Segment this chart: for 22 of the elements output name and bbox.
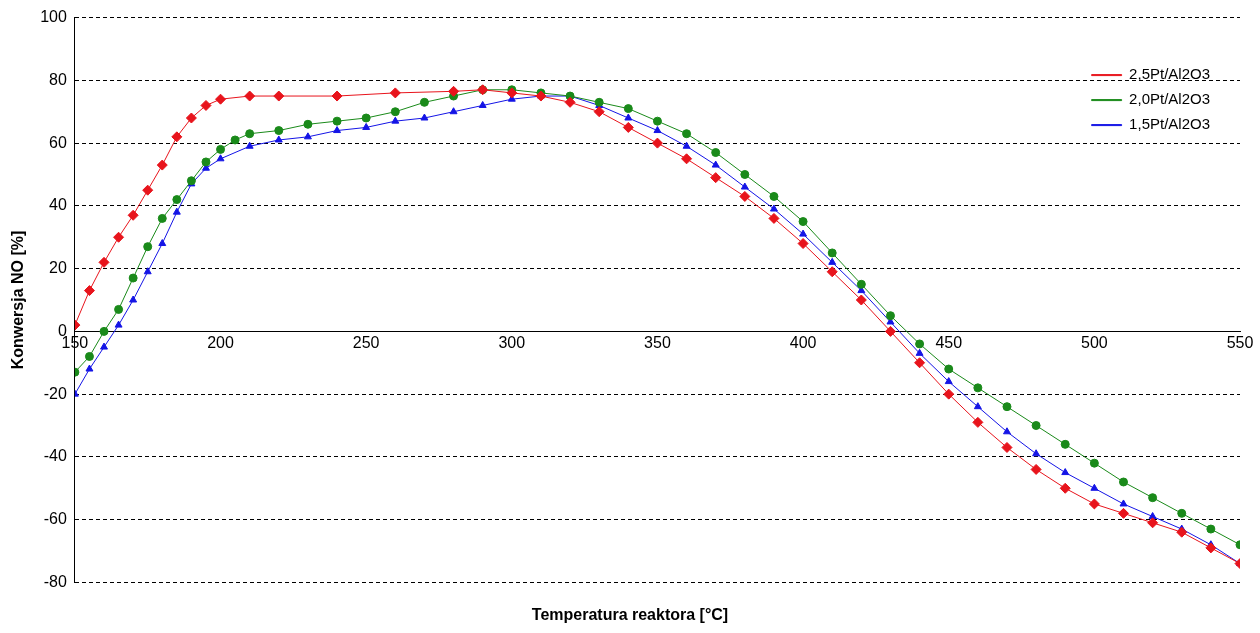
y-tick-label: 60 — [49, 133, 67, 151]
x-tick-label: 500 — [1081, 334, 1108, 352]
x-tick-label: 200 — [207, 334, 234, 352]
x-tick-label: 250 — [352, 334, 380, 352]
legend-label: 2,0Pt/Al2O3 — [1129, 90, 1211, 108]
y-tick-label: -40 — [43, 447, 67, 465]
x-tick-label: 550 — [1226, 334, 1254, 352]
y-tick-label: -20 — [43, 384, 67, 402]
legend-label: 1,5Pt/Al2O3 — [1129, 115, 1211, 133]
x-tick-label: 300 — [498, 334, 526, 352]
y-tick-label: 20 — [49, 259, 67, 277]
y-tick-label: 40 — [49, 196, 67, 214]
y-axis-title: Konwersja NO [%] — [9, 230, 27, 370]
x-tick-label: 400 — [789, 334, 817, 352]
y-tick-label: -60 — [43, 510, 67, 528]
y-tick-label: 80 — [49, 70, 67, 88]
legend-label: 2,5Pt/Al2O3 — [1129, 65, 1211, 83]
x-tick-label: 450 — [935, 334, 963, 352]
x-axis-title: Temperatura reaktora [°C] — [530, 606, 730, 624]
y-tick-label: -80 — [43, 572, 67, 590]
x-tick-label: 350 — [644, 334, 671, 352]
y-tick-label: 100 — [40, 8, 67, 26]
